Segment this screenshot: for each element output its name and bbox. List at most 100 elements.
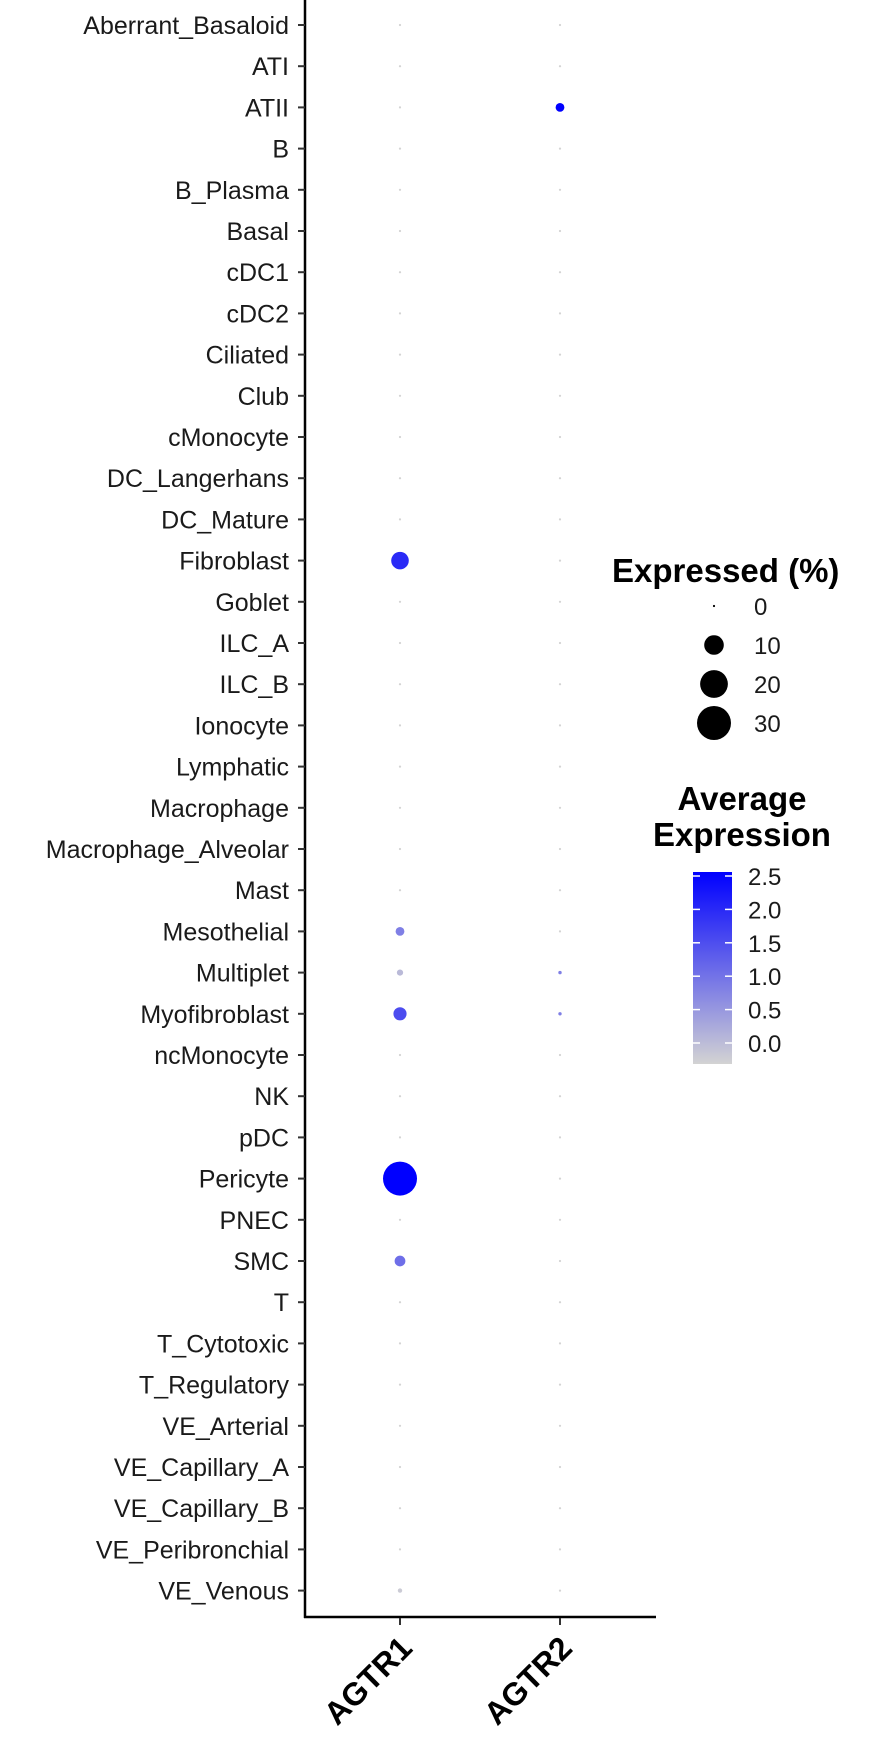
dot-point <box>398 1053 402 1057</box>
y-tick-label: cDC1 <box>226 259 289 287</box>
y-tick-label: DC_Langerhans <box>107 465 289 493</box>
dot-point <box>558 559 562 562</box>
y-tick-label: VE_Arterial <box>163 1413 289 1441</box>
y-tick-label: Mast <box>235 877 289 905</box>
dot-point <box>398 518 402 521</box>
y-tick-label: Club <box>238 383 289 411</box>
dot-point <box>558 1465 562 1469</box>
dot-point <box>558 229 562 233</box>
color-legend-label: 2.0 <box>748 897 781 924</box>
y-tick-label: ATII <box>245 94 289 122</box>
dot-point <box>398 1136 402 1139</box>
dot-point <box>398 1218 402 1221</box>
dot-point <box>558 1259 562 1263</box>
dot-point <box>398 312 402 315</box>
size-legend: Expressed (%) 0 10 20 30 <box>612 552 839 740</box>
dot-point <box>397 1588 403 1593</box>
y-tick-label: ncMonocyte <box>154 1042 289 1070</box>
dot-point <box>558 312 562 315</box>
y-tick-label: Mesothelial <box>163 918 289 946</box>
y-tick-label: ATI <box>252 53 289 81</box>
dot-point <box>558 518 562 521</box>
dot-point <box>558 394 562 397</box>
y-tick-label: VE_Capillary_B <box>114 1495 289 1523</box>
color-legend-label: 0.5 <box>748 998 781 1025</box>
dot-point <box>398 188 402 191</box>
dot-point <box>398 1383 402 1386</box>
dot-point <box>398 1342 402 1345</box>
dot-point <box>398 1095 402 1098</box>
dot-point <box>558 970 562 975</box>
color-legend-title-line-1: Average <box>677 780 806 817</box>
dot-point <box>393 1007 407 1021</box>
y-tick-label: Ionocyte <box>194 712 289 740</box>
y-tick-label: PNEC <box>220 1207 289 1235</box>
dot-point <box>558 1218 562 1221</box>
dot-point <box>398 23 402 27</box>
dot-point <box>558 147 562 150</box>
dot-point <box>558 765 562 768</box>
x-tick-label: AGTR1 <box>317 1629 419 1731</box>
color-legend-title-line-2: Expression <box>653 816 831 853</box>
dot-point <box>558 1012 562 1016</box>
dot-point <box>558 1507 562 1510</box>
color-legend-label: 1.5 <box>748 931 781 958</box>
axes <box>303 0 656 1619</box>
dot-point <box>558 1383 562 1386</box>
dot-point <box>396 969 404 976</box>
x-tick-label: AGTR2 <box>477 1629 579 1731</box>
size-legend-label: 10 <box>754 633 781 660</box>
dot-point <box>558 23 562 27</box>
y-tick-label: Multiplet <box>196 960 289 988</box>
color-legend-label: 1.0 <box>748 964 781 991</box>
y-tick-label: T_Regulatory <box>139 1372 290 1400</box>
dot-point <box>558 641 562 645</box>
dot-point <box>558 188 562 191</box>
y-tick-label: Ciliated <box>206 342 289 370</box>
dot-point <box>558 806 562 809</box>
dot-point <box>558 1424 562 1427</box>
dot-point <box>398 724 402 727</box>
dot-point <box>558 1053 562 1057</box>
dot-point <box>398 889 402 892</box>
y-tick-label: VE_Peribronchial <box>96 1536 289 1564</box>
dot-point <box>398 229 402 233</box>
color-legend: Average Expression 0.0 0.5 1.0 1.5 2.0 2.5 <box>653 780 831 1064</box>
y-tick-label: Pericyte <box>199 1166 289 1194</box>
dot-point <box>395 927 405 936</box>
dot-point <box>558 1136 562 1139</box>
dot-point <box>398 847 402 851</box>
dot-point <box>558 1301 562 1304</box>
size-legend-label: 30 <box>754 711 781 738</box>
y-tick-label: Macrophage_Alveolar <box>46 836 289 864</box>
dot-point <box>398 1548 402 1551</box>
dot-point <box>391 551 409 570</box>
y-tick-label: pDC <box>239 1124 289 1152</box>
y-tick-label: B_Plasma <box>175 177 289 205</box>
dot-point <box>398 65 402 68</box>
y-tick-label: NK <box>254 1083 289 1111</box>
y-tick-label: SMC <box>233 1248 289 1276</box>
y-tick-label: Aberrant_Basaloid <box>83 12 289 40</box>
size-legend-dot <box>700 670 728 698</box>
y-tick-label: Fibroblast <box>179 548 289 576</box>
color-legend-gradient-bar <box>693 872 732 1064</box>
y-tick-label: T <box>274 1289 289 1317</box>
y-axis-ticks: Aberrant_Basaloid ATI ATII B B_Plasma Basal cD… <box>46 12 305 1606</box>
dot-point <box>398 394 402 397</box>
size-legend-title: Expressed (%) <box>612 552 839 589</box>
dot-point <box>558 353 562 356</box>
dot-point <box>383 1161 417 1196</box>
dot-point <box>398 683 402 686</box>
dot-point <box>398 765 402 768</box>
dot-point <box>558 477 562 480</box>
dot-point <box>558 1548 562 1551</box>
size-legend-dot <box>712 604 716 608</box>
dot-point <box>398 106 402 109</box>
dot-point <box>558 724 562 727</box>
dot-point <box>555 103 565 112</box>
x-axis-ticks: AGTR1 AGTR2 <box>317 1618 579 1732</box>
dot-point <box>558 889 562 892</box>
dot-point <box>558 271 562 274</box>
